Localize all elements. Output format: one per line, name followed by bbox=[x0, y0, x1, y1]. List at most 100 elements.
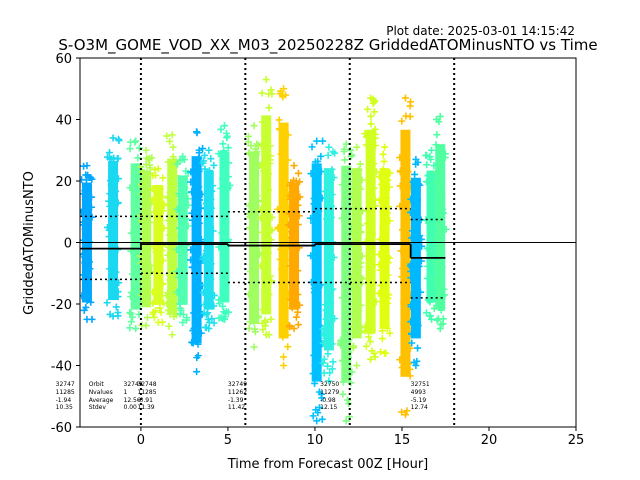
point-marker bbox=[401, 196, 409, 204]
point-marker bbox=[126, 184, 134, 192]
point-marker bbox=[246, 149, 254, 157]
y-axis-label: GriddedATOMinusNTO bbox=[22, 171, 37, 315]
stat-row-label: Nvalues bbox=[89, 389, 113, 396]
point-marker bbox=[244, 132, 252, 140]
point-marker bbox=[423, 274, 431, 282]
point-marker bbox=[172, 311, 180, 319]
stat-value: 32749 bbox=[228, 381, 247, 388]
point-marker bbox=[275, 116, 283, 124]
point-marker bbox=[166, 188, 174, 196]
point-marker bbox=[207, 204, 215, 212]
point-marker bbox=[426, 153, 434, 161]
point-marker bbox=[319, 359, 327, 367]
point-marker bbox=[425, 213, 433, 221]
point-marker bbox=[188, 263, 196, 271]
point-marker bbox=[434, 315, 442, 323]
point-marker bbox=[201, 255, 209, 263]
point-marker bbox=[434, 212, 442, 220]
point-marker bbox=[435, 148, 443, 156]
point-band bbox=[167, 158, 178, 315]
point-marker bbox=[111, 289, 119, 297]
point-marker bbox=[313, 417, 321, 425]
point-marker bbox=[200, 300, 208, 308]
point-marker bbox=[322, 315, 330, 323]
point-marker bbox=[133, 200, 141, 208]
point-marker bbox=[317, 168, 325, 176]
point-marker bbox=[324, 186, 332, 194]
point-marker bbox=[324, 230, 332, 238]
point-marker bbox=[410, 182, 418, 190]
point-marker bbox=[370, 159, 378, 167]
stat-value: 11262 bbox=[228, 389, 247, 396]
point-marker bbox=[281, 156, 289, 164]
point-marker bbox=[423, 244, 431, 252]
point-marker bbox=[145, 218, 153, 226]
point-marker bbox=[379, 165, 387, 173]
point-marker bbox=[141, 228, 149, 236]
point-marker bbox=[407, 330, 415, 338]
point-marker bbox=[201, 151, 209, 159]
point-marker bbox=[204, 315, 212, 323]
point-marker bbox=[199, 289, 207, 297]
point-marker bbox=[328, 191, 336, 199]
point-marker bbox=[223, 132, 231, 140]
point-marker bbox=[195, 302, 203, 310]
point-marker bbox=[223, 186, 231, 194]
point-marker bbox=[371, 353, 379, 361]
point-marker bbox=[426, 298, 434, 306]
point-marker bbox=[342, 235, 350, 243]
point-marker bbox=[128, 313, 136, 321]
point-band bbox=[311, 163, 322, 382]
point-marker bbox=[80, 292, 86, 300]
point-marker bbox=[399, 265, 407, 273]
point-marker bbox=[106, 202, 114, 210]
point-marker bbox=[358, 275, 366, 283]
point-marker bbox=[284, 343, 292, 351]
point-marker bbox=[349, 344, 357, 352]
point-marker bbox=[126, 145, 134, 153]
point-marker bbox=[398, 117, 406, 125]
point-marker bbox=[365, 333, 373, 341]
point-column bbox=[256, 76, 276, 339]
point-marker bbox=[367, 355, 375, 363]
y-tick-label: -60 bbox=[51, 421, 72, 436]
axes: 0 5 10 15 20 25 -60 -40 -20 0 20 40 60 bbox=[51, 52, 585, 448]
point-marker bbox=[369, 230, 377, 238]
point-marker bbox=[160, 224, 168, 232]
point-marker bbox=[111, 250, 119, 258]
stat-value: -1.39 bbox=[228, 397, 244, 404]
point-marker bbox=[209, 227, 217, 235]
x-axis-label: Time from Forecast 00Z [Hour] bbox=[227, 457, 429, 472]
point-marker bbox=[379, 150, 387, 158]
point-marker bbox=[370, 108, 378, 116]
point-marker bbox=[307, 214, 315, 222]
point-marker bbox=[396, 168, 404, 176]
point-marker bbox=[292, 188, 300, 196]
point-marker bbox=[174, 160, 182, 168]
stat-value: 12.74 bbox=[411, 404, 428, 411]
point-marker bbox=[183, 316, 191, 324]
point-marker bbox=[367, 94, 375, 102]
point-marker bbox=[83, 315, 91, 323]
point-marker bbox=[177, 306, 185, 314]
point-marker bbox=[372, 298, 380, 306]
point-marker bbox=[164, 289, 172, 297]
point-marker bbox=[191, 226, 199, 234]
point-marker bbox=[265, 186, 273, 194]
point-marker bbox=[407, 234, 415, 242]
point-marker bbox=[367, 120, 375, 128]
point-marker bbox=[199, 157, 207, 165]
point-marker bbox=[111, 211, 119, 219]
point-marker bbox=[321, 301, 329, 309]
point-marker bbox=[383, 324, 391, 332]
point-marker bbox=[112, 303, 120, 311]
point-marker bbox=[288, 228, 296, 236]
point-marker bbox=[309, 370, 317, 378]
point-marker bbox=[143, 314, 151, 322]
point-marker bbox=[288, 304, 296, 312]
point-marker bbox=[199, 144, 207, 152]
point-marker bbox=[107, 277, 115, 285]
point-marker bbox=[87, 203, 95, 211]
point-marker bbox=[407, 208, 415, 216]
point-marker bbox=[165, 322, 173, 330]
